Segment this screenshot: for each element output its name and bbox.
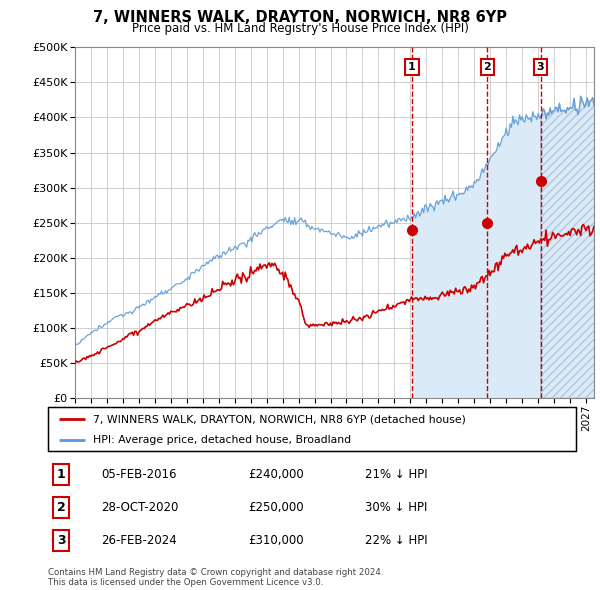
Text: Contains HM Land Registry data © Crown copyright and database right 2024.: Contains HM Land Registry data © Crown c… xyxy=(48,568,383,576)
Text: £250,000: £250,000 xyxy=(248,501,304,514)
Text: 22% ↓ HPI: 22% ↓ HPI xyxy=(365,534,427,547)
Text: 2: 2 xyxy=(57,501,65,514)
Text: £240,000: £240,000 xyxy=(248,468,304,481)
Text: 3: 3 xyxy=(57,534,65,547)
Text: 2: 2 xyxy=(484,62,491,72)
Text: 05-FEB-2016: 05-FEB-2016 xyxy=(101,468,176,481)
Text: 1: 1 xyxy=(57,468,65,481)
Text: 7, WINNERS WALK, DRAYTON, NORWICH, NR8 6YP: 7, WINNERS WALK, DRAYTON, NORWICH, NR8 6… xyxy=(93,10,507,25)
Text: This data is licensed under the Open Government Licence v3.0.: This data is licensed under the Open Gov… xyxy=(48,578,323,587)
Text: 26-FEB-2024: 26-FEB-2024 xyxy=(101,534,176,547)
Text: Price paid vs. HM Land Registry's House Price Index (HPI): Price paid vs. HM Land Registry's House … xyxy=(131,22,469,35)
Text: 3: 3 xyxy=(536,62,544,72)
Text: 28-OCT-2020: 28-OCT-2020 xyxy=(101,501,178,514)
Text: HPI: Average price, detached house, Broadland: HPI: Average price, detached house, Broa… xyxy=(93,435,351,445)
Text: 30% ↓ HPI: 30% ↓ HPI xyxy=(365,501,427,514)
Text: 1: 1 xyxy=(408,62,416,72)
Text: £310,000: £310,000 xyxy=(248,534,304,547)
Text: 7, WINNERS WALK, DRAYTON, NORWICH, NR8 6YP (detached house): 7, WINNERS WALK, DRAYTON, NORWICH, NR8 6… xyxy=(93,415,466,424)
Text: 21% ↓ HPI: 21% ↓ HPI xyxy=(365,468,427,481)
